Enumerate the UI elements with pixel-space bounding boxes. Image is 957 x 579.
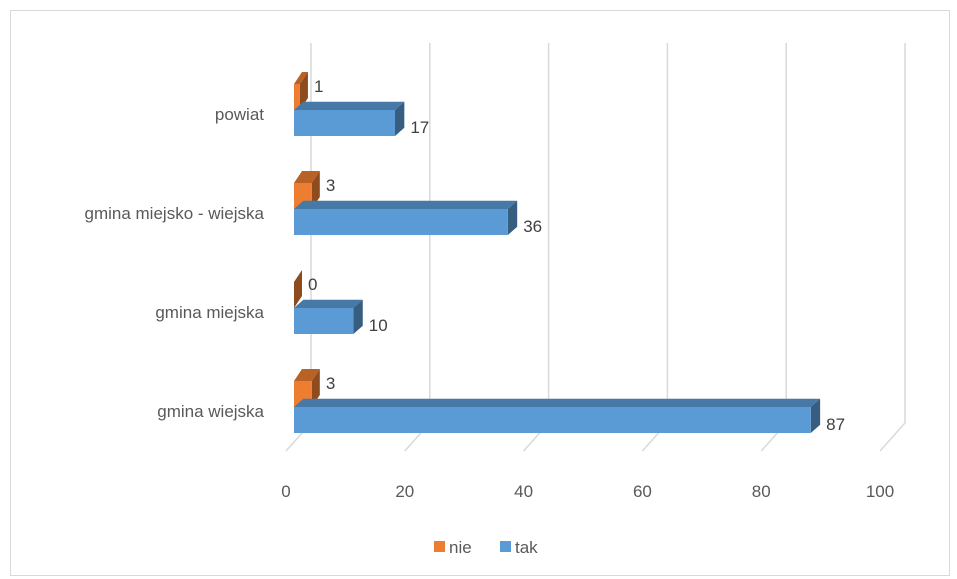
x-tick-label: 60 [633,482,652,501]
data-label: 10 [369,316,388,335]
bar-front-face [294,110,395,136]
bar-top-face [294,200,518,209]
bar-side-face [311,171,320,209]
legend: nie tak [434,538,538,557]
x-tick-label: 0 [281,482,290,501]
bar-front-face [294,308,354,334]
bar-side-face [294,270,302,308]
bar-top-face [294,72,308,84]
category-label: gmina miejsko - wiejska [85,204,265,223]
data-label: 1 [314,77,323,96]
bar-nie [294,270,302,308]
bar-side-face [353,299,363,334]
bar-side-face [299,72,308,110]
data-label: 3 [326,374,335,393]
data-label: 17 [410,118,429,137]
bar-tak [294,200,518,235]
data-label: 3 [326,176,335,195]
bar-top-face [294,299,363,308]
bar-front-face [294,84,300,110]
x-tick-label: 40 [514,482,533,501]
category-label: gmina wiejska [157,402,264,421]
category-label: gmina miejska [155,303,264,322]
legend-swatch-tak [500,541,511,552]
gridline-floor [879,422,906,452]
bar-nie [294,171,320,209]
bar-nie [294,72,308,110]
bar-side-face [311,369,320,407]
legend-label-nie: nie [449,538,472,557]
bar-top-face [294,398,821,407]
bar-side-face [810,398,821,433]
bar-tak [294,299,363,334]
chart-frame [10,10,950,576]
bar-side-face [394,101,405,136]
x-tick-label: 20 [395,482,414,501]
bar-tak [294,398,821,433]
bar-top-face [294,101,405,110]
data-label: 0 [308,275,317,294]
data-label: 36 [523,217,542,236]
bar-side-face [507,200,518,235]
bar-top-face [294,369,320,381]
bar-front-face [294,209,508,235]
x-tick-label: 80 [752,482,771,501]
data-label: 87 [826,415,845,434]
category-label: powiat [215,105,264,124]
bar-top-face [294,171,320,183]
legend-label-tak: tak [515,538,538,557]
legend-swatch-nie [434,541,445,552]
bar-tak [294,101,405,136]
x-tick-label: 100 [866,482,894,501]
bar-nie [294,369,320,407]
bars [294,72,821,433]
bar-front-face [294,407,811,433]
